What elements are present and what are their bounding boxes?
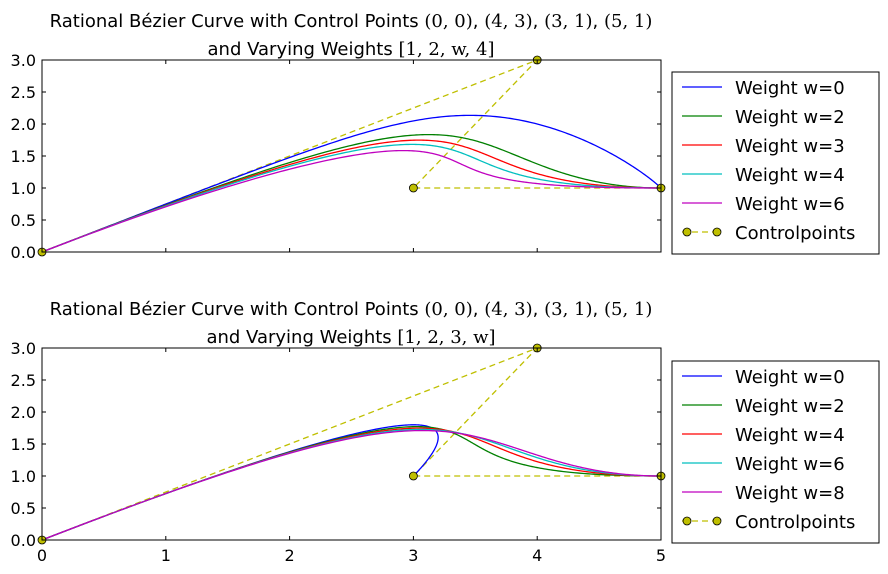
chart-title-comma: ,: [473, 11, 484, 32]
chart-title-comma: ,: [473, 299, 484, 320]
chart-title-line-2: and Varying Weights [1, 2, 3, w]: [206, 327, 495, 348]
chart-title-point: (5, 1): [604, 299, 652, 320]
legend-marker: [712, 516, 722, 526]
legend-label: Weight w=3: [735, 136, 845, 157]
y-tick-label: 1.5: [11, 435, 36, 454]
legend-marker: [682, 227, 692, 237]
y-tick-label: 2.5: [11, 83, 36, 102]
x-tick-label: 1: [161, 546, 171, 565]
chart-title-line-2: and Varying Weights [1, 2, w, 4]: [208, 39, 495, 60]
chart-title-line2-weights: [1, 2, 3, w]: [397, 327, 495, 348]
chart-title-comma: ,: [593, 299, 604, 320]
y-tick-label: 0.0: [11, 243, 36, 262]
controlpoint-marker: [408, 471, 418, 481]
chart-title-point: (3, 1): [544, 299, 592, 320]
plot-area: [42, 348, 661, 540]
chart-title-point: (4, 3): [484, 299, 532, 320]
chart-title-prefix: Rational Bézier Curve with Control Point…: [50, 299, 425, 320]
y-tick-label: 1.0: [11, 467, 36, 486]
y-tick-label: 0.0: [11, 531, 36, 550]
y-tick-label: 2.0: [11, 403, 36, 422]
legend-label: Weight w=6: [735, 454, 845, 475]
chart-title-line2-weights: [1, 2, w, 4]: [398, 39, 494, 60]
y-tick-label: 2.5: [11, 371, 36, 390]
chart-title-point: (5, 1): [604, 11, 652, 32]
chart-title-point: (3, 1): [544, 11, 592, 32]
curve-1: [42, 114, 661, 252]
chart-title-line-1: Rational Bézier Curve with Control Point…: [50, 299, 653, 320]
curve-4: [42, 143, 661, 252]
curve-1: [42, 424, 439, 540]
chart-title-line-1: Rational Bézier Curve with Control Point…: [50, 11, 653, 32]
chart-title-line2-prefix: and Varying Weights: [206, 327, 397, 348]
legend-label: Weight w=4: [735, 165, 845, 186]
curve-3: [42, 139, 661, 252]
y-tick-label: 0.5: [11, 499, 36, 518]
chart-title-point: (0, 0): [424, 299, 472, 320]
legend-marker: [682, 516, 692, 526]
legend-label: Weight w=0: [735, 367, 845, 388]
controlpoint-marker: [408, 183, 418, 193]
legend-label: Weight w=0: [735, 78, 845, 99]
chart-title-point: (0, 0): [424, 11, 472, 32]
controlpoint-polygon: [42, 348, 661, 540]
legend-label: Weight w=6: [735, 194, 845, 215]
chart-title-line2-prefix: and Varying Weights: [208, 39, 399, 60]
curve-2: [42, 133, 661, 252]
plot-area: [42, 60, 661, 252]
legend-label: Weight w=2: [735, 107, 845, 128]
chart-title-prefix: Rational Bézier Curve with Control Point…: [50, 11, 425, 32]
curve-2: [42, 425, 661, 540]
legend-label-controlpoints: Controlpoints: [735, 223, 855, 244]
legend-label: Weight w=4: [735, 425, 845, 446]
curve-5: [42, 149, 661, 252]
chart-panel-2: Rational Bézier Curve with Control Point…: [11, 299, 880, 565]
x-tick-label: 5: [656, 546, 666, 565]
x-tick-label: 3: [408, 546, 418, 565]
y-tick-label: 3.0: [11, 339, 36, 358]
curve-4: [42, 428, 661, 540]
curve-5: [42, 429, 661, 540]
legend-box: [671, 360, 880, 544]
y-tick-label: 2.0: [11, 115, 36, 134]
y-tick-label: 1.0: [11, 179, 36, 198]
y-tick-label: 0.5: [11, 211, 36, 230]
legend-marker: [712, 227, 722, 237]
legend-label: Weight w=8: [735, 483, 845, 504]
chart-title-comma: ,: [533, 11, 544, 32]
chart-panel-1: Rational Bézier Curve with Control Point…: [11, 11, 880, 262]
y-tick-label: 3.0: [11, 51, 36, 70]
chart-title-comma: ,: [533, 299, 544, 320]
legend: Weight w=0 Weight w=2 Weight w=4 Weight w=6…: [671, 360, 880, 544]
legend: Weight w=0 Weight w=2 Weight w=3 Weight w=4…: [671, 71, 880, 255]
chart-title-comma: ,: [593, 11, 604, 32]
legend-label-controlpoints: Controlpoints: [735, 512, 855, 533]
legend-label: Weight w=2: [735, 396, 845, 417]
x-tick-label: 0: [37, 546, 47, 565]
chart-title-point: (4, 3): [484, 11, 532, 32]
legend-box: [671, 71, 880, 255]
x-tick-label: 4: [532, 546, 542, 565]
x-tick-label: 2: [285, 546, 295, 565]
axes-frame: [41, 347, 662, 541]
controlpoint-polygon: [42, 60, 661, 252]
y-tick-label: 1.5: [11, 147, 36, 166]
curve-3: [42, 427, 661, 540]
